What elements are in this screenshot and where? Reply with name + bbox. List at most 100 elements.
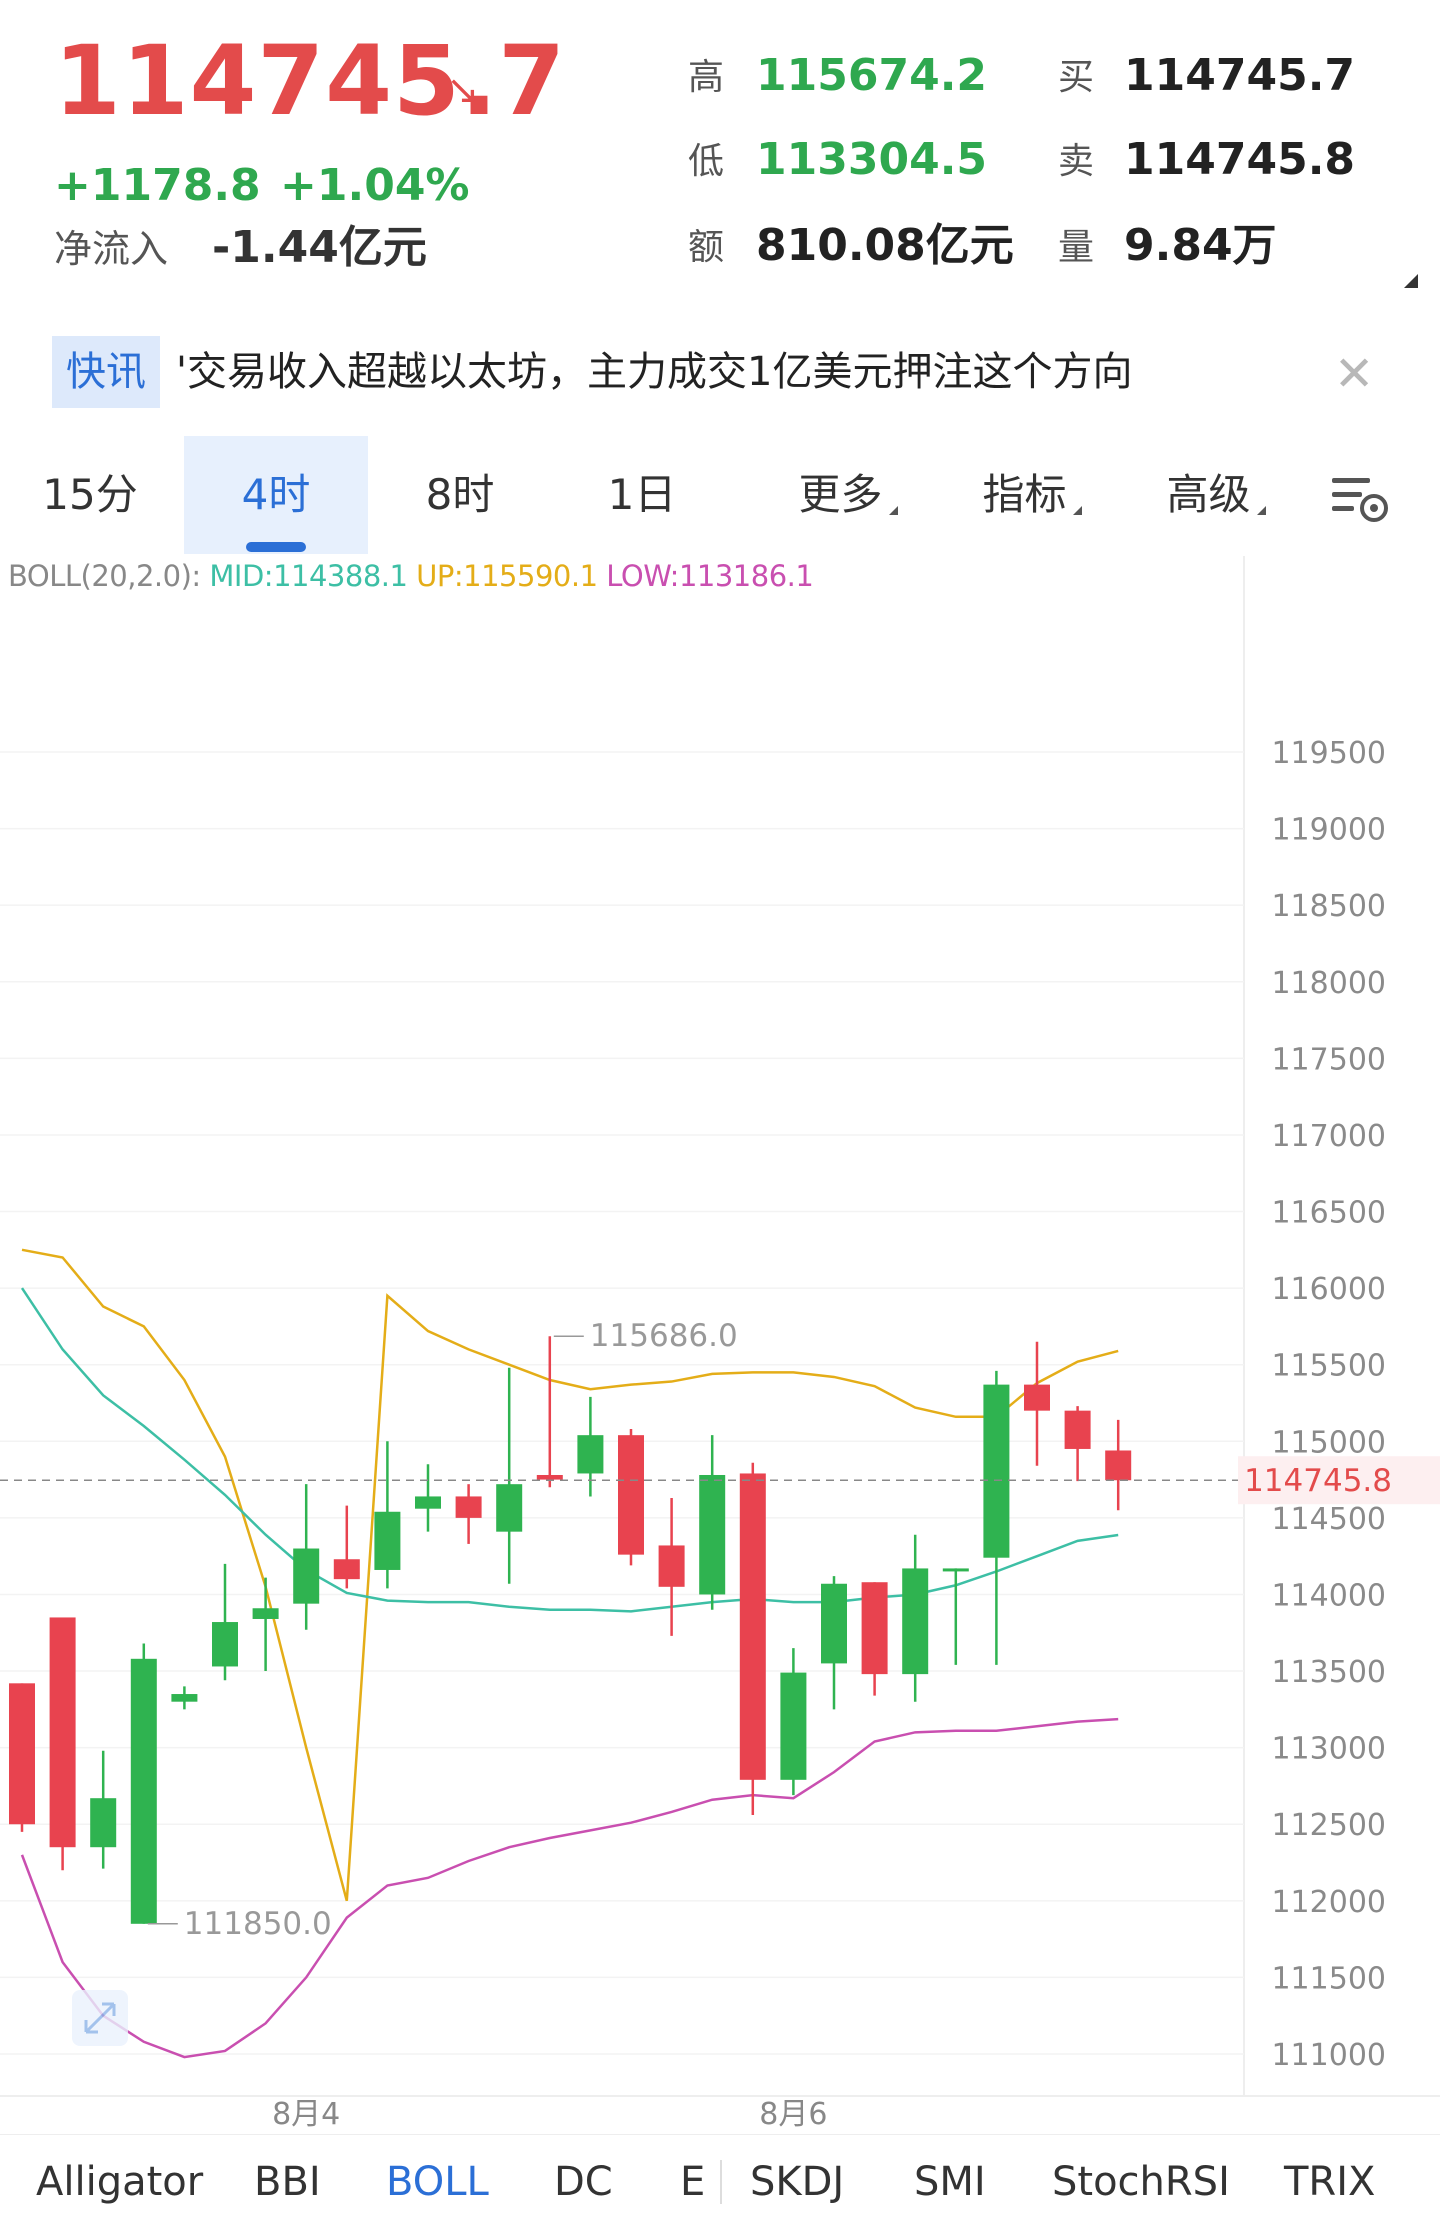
- candle: [9, 1683, 35, 1832]
- high-label: 高: [688, 57, 725, 98]
- candle: [942, 1568, 969, 1665]
- boll-low: LOW:113186.1: [606, 559, 814, 593]
- candle-body: [577, 1435, 604, 1474]
- boll-prefix: BOLL(20,2.0):: [8, 559, 201, 593]
- net-inflow-label: 净流入: [54, 227, 169, 271]
- ask-label: 卖: [1058, 141, 1095, 182]
- expand-arrows-icon[interactable]: [72, 1990, 128, 2046]
- y-tick-label: 117500: [1271, 1042, 1386, 1077]
- candle: [821, 1576, 847, 1710]
- candle: [536, 1336, 563, 1488]
- candle-body: [536, 1474, 563, 1480]
- candle: [293, 1484, 320, 1630]
- bid-value: 114745.7: [1124, 50, 1356, 101]
- tab-15m[interactable]: 15分: [42, 470, 138, 519]
- caret-icon: [1072, 506, 1082, 515]
- news-tag: 快讯: [52, 336, 160, 408]
- low-value: 113304.5: [756, 134, 988, 185]
- tab-more-label: 更多: [798, 470, 883, 519]
- candle: [861, 1582, 888, 1696]
- y-tick-label: 119500: [1271, 736, 1386, 771]
- net-inflow-value: -1.44亿元: [212, 222, 427, 273]
- indicator-dc[interactable]: DC: [554, 2159, 613, 2205]
- candle-body: [1024, 1384, 1050, 1411]
- y-tick-label: 115000: [1271, 1425, 1386, 1460]
- volume-label: 量: [1058, 227, 1095, 268]
- candle: [171, 1686, 198, 1710]
- candle: [49, 1617, 76, 1871]
- candle-body: [739, 1473, 766, 1780]
- tab-more[interactable]: 更多: [768, 436, 928, 554]
- candle: [739, 1462, 766, 1816]
- candle: [902, 1534, 929, 1702]
- indicator-stochrsi[interactable]: StochRSI: [1052, 2159, 1230, 2205]
- indicator-boll[interactable]: BOLL: [386, 2159, 489, 2205]
- news-headline[interactable]: '交易收入超越以太坊，主力成交1亿美元押注这个方向: [176, 349, 1133, 395]
- indicator-bar: [0, 2134, 1440, 2231]
- x-tick-label: 8月4: [272, 2097, 340, 2132]
- indicator-smi[interactable]: SMI: [914, 2159, 986, 2205]
- expand-header-icon[interactable]: [1404, 274, 1418, 288]
- y-tick-label: 114000: [1271, 1578, 1386, 1613]
- y-tick-label: 115500: [1271, 1349, 1386, 1384]
- y-tick-label: 118500: [1271, 889, 1386, 924]
- active-tab-indicator: [246, 542, 306, 552]
- indicator-skdj[interactable]: SKDJ: [750, 2159, 845, 2205]
- low-label: 低: [688, 141, 725, 182]
- candle-body: [171, 1694, 198, 1702]
- y-tick-label: 111000: [1271, 2038, 1386, 2073]
- candle-body: [130, 1658, 157, 1924]
- amount-value: 810.08亿元: [756, 220, 1014, 271]
- candle-body: [496, 1484, 523, 1532]
- candle-body: [780, 1672, 807, 1780]
- tab-4h[interactable]: 4时: [184, 436, 368, 554]
- chart-settings-icon[interactable]: [1330, 474, 1392, 524]
- candle-body: [212, 1622, 238, 1667]
- candle: [415, 1464, 441, 1532]
- candle-body: [49, 1617, 76, 1848]
- candle: [252, 1577, 279, 1672]
- last-price: 114745.7: [54, 25, 567, 137]
- current-price-tag: 114745.8: [1244, 1463, 1392, 1499]
- indicator-e[interactable]: E: [680, 2159, 706, 2205]
- candle-body: [293, 1548, 320, 1604]
- candle: [983, 1370, 1010, 1665]
- candle-body: [252, 1608, 279, 1619]
- candle-body: [983, 1384, 1010, 1558]
- candlestick-chart[interactable]: 114745.8 115686.0 111850.0 119500 119000 118…: [0, 556, 1440, 2134]
- x-tick-label: 8月6: [759, 2097, 827, 2132]
- candle-body: [1064, 1410, 1091, 1449]
- y-tick-label: 111500: [1271, 1961, 1386, 1996]
- tab-8h[interactable]: 8时: [425, 470, 495, 519]
- candle: [374, 1441, 401, 1589]
- y-tick-label: 116500: [1271, 1196, 1386, 1231]
- y-tick-label: 117000: [1271, 1119, 1386, 1154]
- candle-body: [658, 1545, 685, 1587]
- ask-value: 114745.8: [1124, 134, 1356, 185]
- indicator-bbi[interactable]: BBI: [254, 2159, 321, 2205]
- boll-mid-band: [20, 1287, 1119, 1613]
- candle: [1024, 1341, 1050, 1466]
- close-icon[interactable]: ✕: [1334, 346, 1375, 402]
- candle: [618, 1429, 644, 1566]
- amount-label: 额: [688, 227, 725, 268]
- indicator-alligator[interactable]: Alligator: [36, 2159, 204, 2205]
- candle: [455, 1484, 482, 1544]
- candle: [212, 1563, 238, 1681]
- high-annotation-label: 115686.0: [590, 1318, 738, 1354]
- high-value: 115674.2: [756, 50, 988, 101]
- candle-body: [821, 1583, 847, 1664]
- tab-1d[interactable]: 1日: [607, 470, 677, 519]
- bid-label: 买: [1058, 57, 1095, 98]
- candle: [333, 1505, 360, 1589]
- indicator-trix[interactable]: TRIX: [1284, 2159, 1376, 2205]
- candle-body: [1105, 1450, 1132, 1481]
- candle: [699, 1435, 726, 1610]
- candle-body: [333, 1559, 360, 1580]
- volume-value: 9.84万: [1124, 220, 1277, 271]
- tab-advanced[interactable]: 高级: [1136, 436, 1296, 554]
- current-price-tag-bg: [1238, 1456, 1440, 1505]
- candle: [496, 1367, 523, 1584]
- candle: [90, 1750, 117, 1869]
- tab-indicators[interactable]: 指标: [952, 436, 1112, 554]
